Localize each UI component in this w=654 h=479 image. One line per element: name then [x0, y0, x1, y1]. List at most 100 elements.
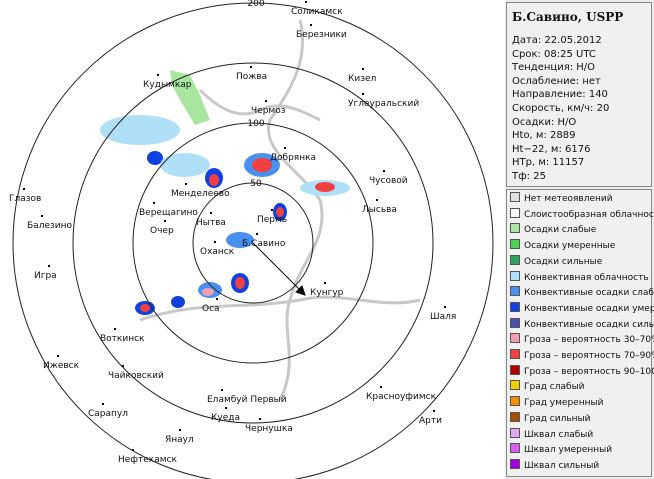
info-line: НТр, м: 11157 [512, 157, 585, 169]
city-label: Куеда [211, 413, 240, 423]
info-line: Осадки: Н/О [512, 116, 577, 128]
city-marker [376, 199, 378, 201]
city-marker [216, 298, 218, 300]
city-label: Воткинск [100, 334, 145, 344]
legend-label: Гроза – вероятность 90–100% [524, 366, 654, 377]
city-label: Игра [34, 271, 57, 281]
city-marker [284, 147, 286, 149]
terrain [139, 19, 421, 401]
city-marker [256, 233, 258, 235]
legend-item: Конвективные осадки слабые [510, 286, 654, 301]
info-line: Срок: 08:25 UTC [512, 48, 596, 60]
legend-label: Осадки слабые [524, 225, 597, 236]
info-line: Скорость, км/ч: 20 [512, 102, 610, 114]
city-label: Углеуральский [348, 99, 419, 109]
city-marker [221, 389, 223, 391]
city-label: Соликамск [291, 7, 343, 17]
range-label: 100 [247, 119, 264, 129]
legend-swatch [510, 317, 520, 328]
legend-label: Осадки умеренные [524, 241, 616, 252]
legend-item: Слоистообразная облачность [510, 207, 654, 223]
city-label: Сарапул [88, 409, 128, 419]
legend-label: Слоистообразная облачность [524, 209, 654, 220]
legend-label: Град слабый [524, 382, 585, 393]
city-label: Нытва [196, 218, 226, 228]
range-ring [192, 182, 314, 304]
legend-swatch [510, 427, 520, 438]
city-label: Верещагино [139, 208, 198, 218]
city-labels: Соликамск Березники Кудымкар Пожва Кизел Угле… [9, 1, 456, 465]
city-marker [362, 93, 364, 95]
city-marker [102, 403, 104, 405]
legend-item: Гроза – вероятность 70–90% [510, 349, 654, 364]
legend-label: Шквал слабый [524, 429, 594, 440]
legend-swatch [510, 333, 520, 344]
legend-swatch [510, 380, 520, 391]
city-label: Янаул [165, 435, 194, 445]
info-line: Ht−22, м: 6176 [512, 143, 591, 155]
legend-swatch [510, 458, 520, 469]
legend-label: Гроза – вероятность 30–70% [524, 335, 654, 346]
city-marker [122, 365, 124, 367]
city-label: Чайковский [108, 371, 164, 381]
radar-map: 50 100 200 Соликамск Березники Кудымкар Пожва… [0, 0, 505, 479]
city-marker [23, 188, 25, 190]
legend-swatch [510, 286, 520, 297]
legend-swatch [510, 207, 520, 218]
legend-label: Шквал умеренный [524, 445, 613, 456]
city-label: Арти [419, 416, 442, 426]
legend-item: Гроза – вероятность 90–100% [510, 364, 654, 380]
city-label: Чернушка [245, 424, 293, 434]
city-marker [132, 449, 134, 451]
city-marker [41, 215, 43, 217]
legend-item: Гроза – вероятность 30–70% [510, 333, 654, 348]
legend-swatch [510, 270, 520, 281]
city-label: Шаля [430, 312, 456, 322]
legend-item: Осадки сильные [510, 254, 602, 270]
city-marker [259, 418, 261, 420]
range-rings: 50 100 200 [12, 0, 494, 479]
legend-swatch [510, 411, 520, 422]
city-label: Кунгур [310, 288, 344, 298]
city-label: Березники [296, 30, 347, 40]
info-line: Дата: 22.05.2012 [512, 35, 602, 46]
city-label: Лысьва [362, 205, 397, 215]
legend-item: Конвективная облачность [510, 270, 649, 286]
city-marker [114, 328, 116, 330]
range-ring [132, 122, 374, 364]
legend-swatch [510, 254, 520, 265]
info-line: Направление: 140 [512, 89, 608, 101]
station-title: Б.Савино, USPP [512, 10, 624, 24]
legend-item: Осадки умеренные [510, 239, 615, 254]
city-label: Нефтекамск [118, 455, 177, 465]
city-marker [157, 74, 159, 76]
legend-swatch [510, 192, 520, 202]
city-marker [362, 68, 364, 70]
legend-label: Конвективные осадки слабые [524, 288, 654, 299]
city-marker [305, 1, 307, 3]
range-label: 200 [247, 0, 264, 9]
city-label: Чусовой [369, 176, 408, 186]
legend-item: Град умеренный [510, 396, 603, 411]
legend-label: Гроза – вероятность 70–90% [524, 351, 654, 361]
city-marker [179, 429, 181, 431]
city-marker [57, 355, 59, 357]
city-marker [153, 202, 155, 204]
info-line: Тф: 25 [512, 170, 546, 182]
city-label: Пожва [236, 72, 267, 82]
city-marker [433, 410, 435, 412]
city-label: Еламбуй Первый [207, 395, 287, 405]
info-line: Hto, м: 2889 [512, 130, 576, 142]
legend-item: Конвективные осадки сильные [510, 317, 654, 333]
legend-item: Шквал умеренный [510, 443, 612, 458]
city-label: Пермь [257, 215, 287, 225]
legend-swatch [510, 364, 520, 375]
legend-label: Град умеренный [524, 398, 604, 409]
range-label: 50 [250, 179, 262, 189]
info-line: Ослабление: нет [512, 75, 601, 87]
legend-item: Шквал сильный [510, 458, 599, 474]
city-label: Ижевск [43, 361, 80, 371]
city-label: Чермоз [251, 106, 286, 116]
city-marker [324, 282, 326, 284]
